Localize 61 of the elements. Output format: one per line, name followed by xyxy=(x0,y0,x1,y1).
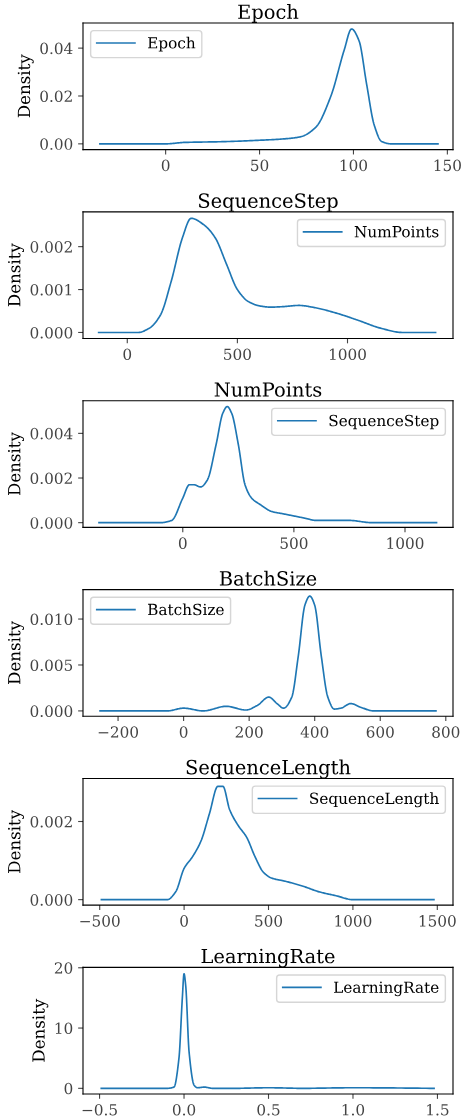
x-tick-label: 0 xyxy=(123,348,132,361)
y-axis-title: Density xyxy=(8,809,24,873)
x-tick-label: 500 xyxy=(224,348,251,361)
legend-label: Epoch xyxy=(148,36,196,52)
x-tick-label: 500 xyxy=(255,915,283,927)
x-tick-label: 600 xyxy=(366,726,394,738)
x-tick-label: 150 xyxy=(434,159,461,172)
x-tick-label: 1000 xyxy=(329,348,366,361)
y-tick-label: 10 xyxy=(55,1022,73,1035)
y-tick-label: 0.000 xyxy=(30,705,73,717)
chart-title: Epoch xyxy=(238,4,299,23)
x-tick-label: −200 xyxy=(98,726,139,738)
x-tick-label: 0.0 xyxy=(172,1103,196,1116)
y-axis-title: Density xyxy=(32,998,49,1062)
y-tick-label: 0.04 xyxy=(40,42,73,55)
y-tick-label: 0.002 xyxy=(30,815,72,828)
legend-label: SequenceLength xyxy=(310,792,439,808)
y-tick-label: 0.005 xyxy=(30,659,73,671)
y-axis-title: Density xyxy=(8,621,24,684)
y-tick-label: 0.010 xyxy=(30,613,73,626)
chart-title: SequenceLength xyxy=(186,759,351,779)
x-tick-label: 0 xyxy=(178,537,187,549)
y-tick-label: 0 xyxy=(64,1082,73,1095)
x-tick-label: 0 xyxy=(179,726,188,738)
y-axis-title: Density xyxy=(17,54,34,118)
x-tick-label: 0 xyxy=(180,915,188,927)
x-tick-label: 100 xyxy=(340,159,368,172)
y-axis-title: Density xyxy=(8,432,24,496)
y-tick-label: 20 xyxy=(54,962,73,974)
y-tick-label: 0.002 xyxy=(30,241,72,253)
chart-title: BatchSize xyxy=(219,570,317,586)
x-tick-label: 0.5 xyxy=(257,1103,280,1116)
y-axis-title: Density xyxy=(8,243,24,307)
y-tick-label: 0.02 xyxy=(40,90,72,103)
x-tick-label: 1000 xyxy=(335,915,372,927)
y-tick-label: 0.004 xyxy=(30,427,73,440)
x-tick-label: −500 xyxy=(80,915,120,927)
legend-label: LearningRate xyxy=(334,981,439,997)
y-tick-label: 0.000 xyxy=(30,894,73,906)
y-tick-label: 0.000 xyxy=(30,326,73,339)
x-tick-label: 1.5 xyxy=(427,1103,449,1116)
chart-title: LearningRate xyxy=(201,948,335,968)
chart-title: NumPoints xyxy=(214,382,322,397)
x-tick-label: 1500 xyxy=(419,915,456,927)
legend-label: SequenceStep xyxy=(329,414,439,430)
x-tick-label: 400 xyxy=(300,726,329,738)
x-tick-label: 200 xyxy=(235,726,263,738)
y-tick-label: 0.002 xyxy=(30,472,72,485)
y-tick-label: 0.00 xyxy=(40,138,73,150)
legend-label: BatchSize xyxy=(148,603,224,616)
y-tick-label: 0.000 xyxy=(30,517,73,529)
x-tick-label: 50 xyxy=(251,159,269,172)
chart-title: SequenceStep xyxy=(198,193,338,212)
x-tick-label: 500 xyxy=(280,537,308,549)
x-tick-label: 1.0 xyxy=(342,1103,365,1116)
y-tick-label: 0.001 xyxy=(30,284,72,296)
x-tick-label: 0 xyxy=(161,159,170,172)
legend-label: NumPoints xyxy=(354,226,439,238)
x-tick-label: 1000 xyxy=(387,537,424,549)
x-tick-label: −0.5 xyxy=(82,1103,117,1116)
x-tick-label: 800 xyxy=(432,726,460,738)
